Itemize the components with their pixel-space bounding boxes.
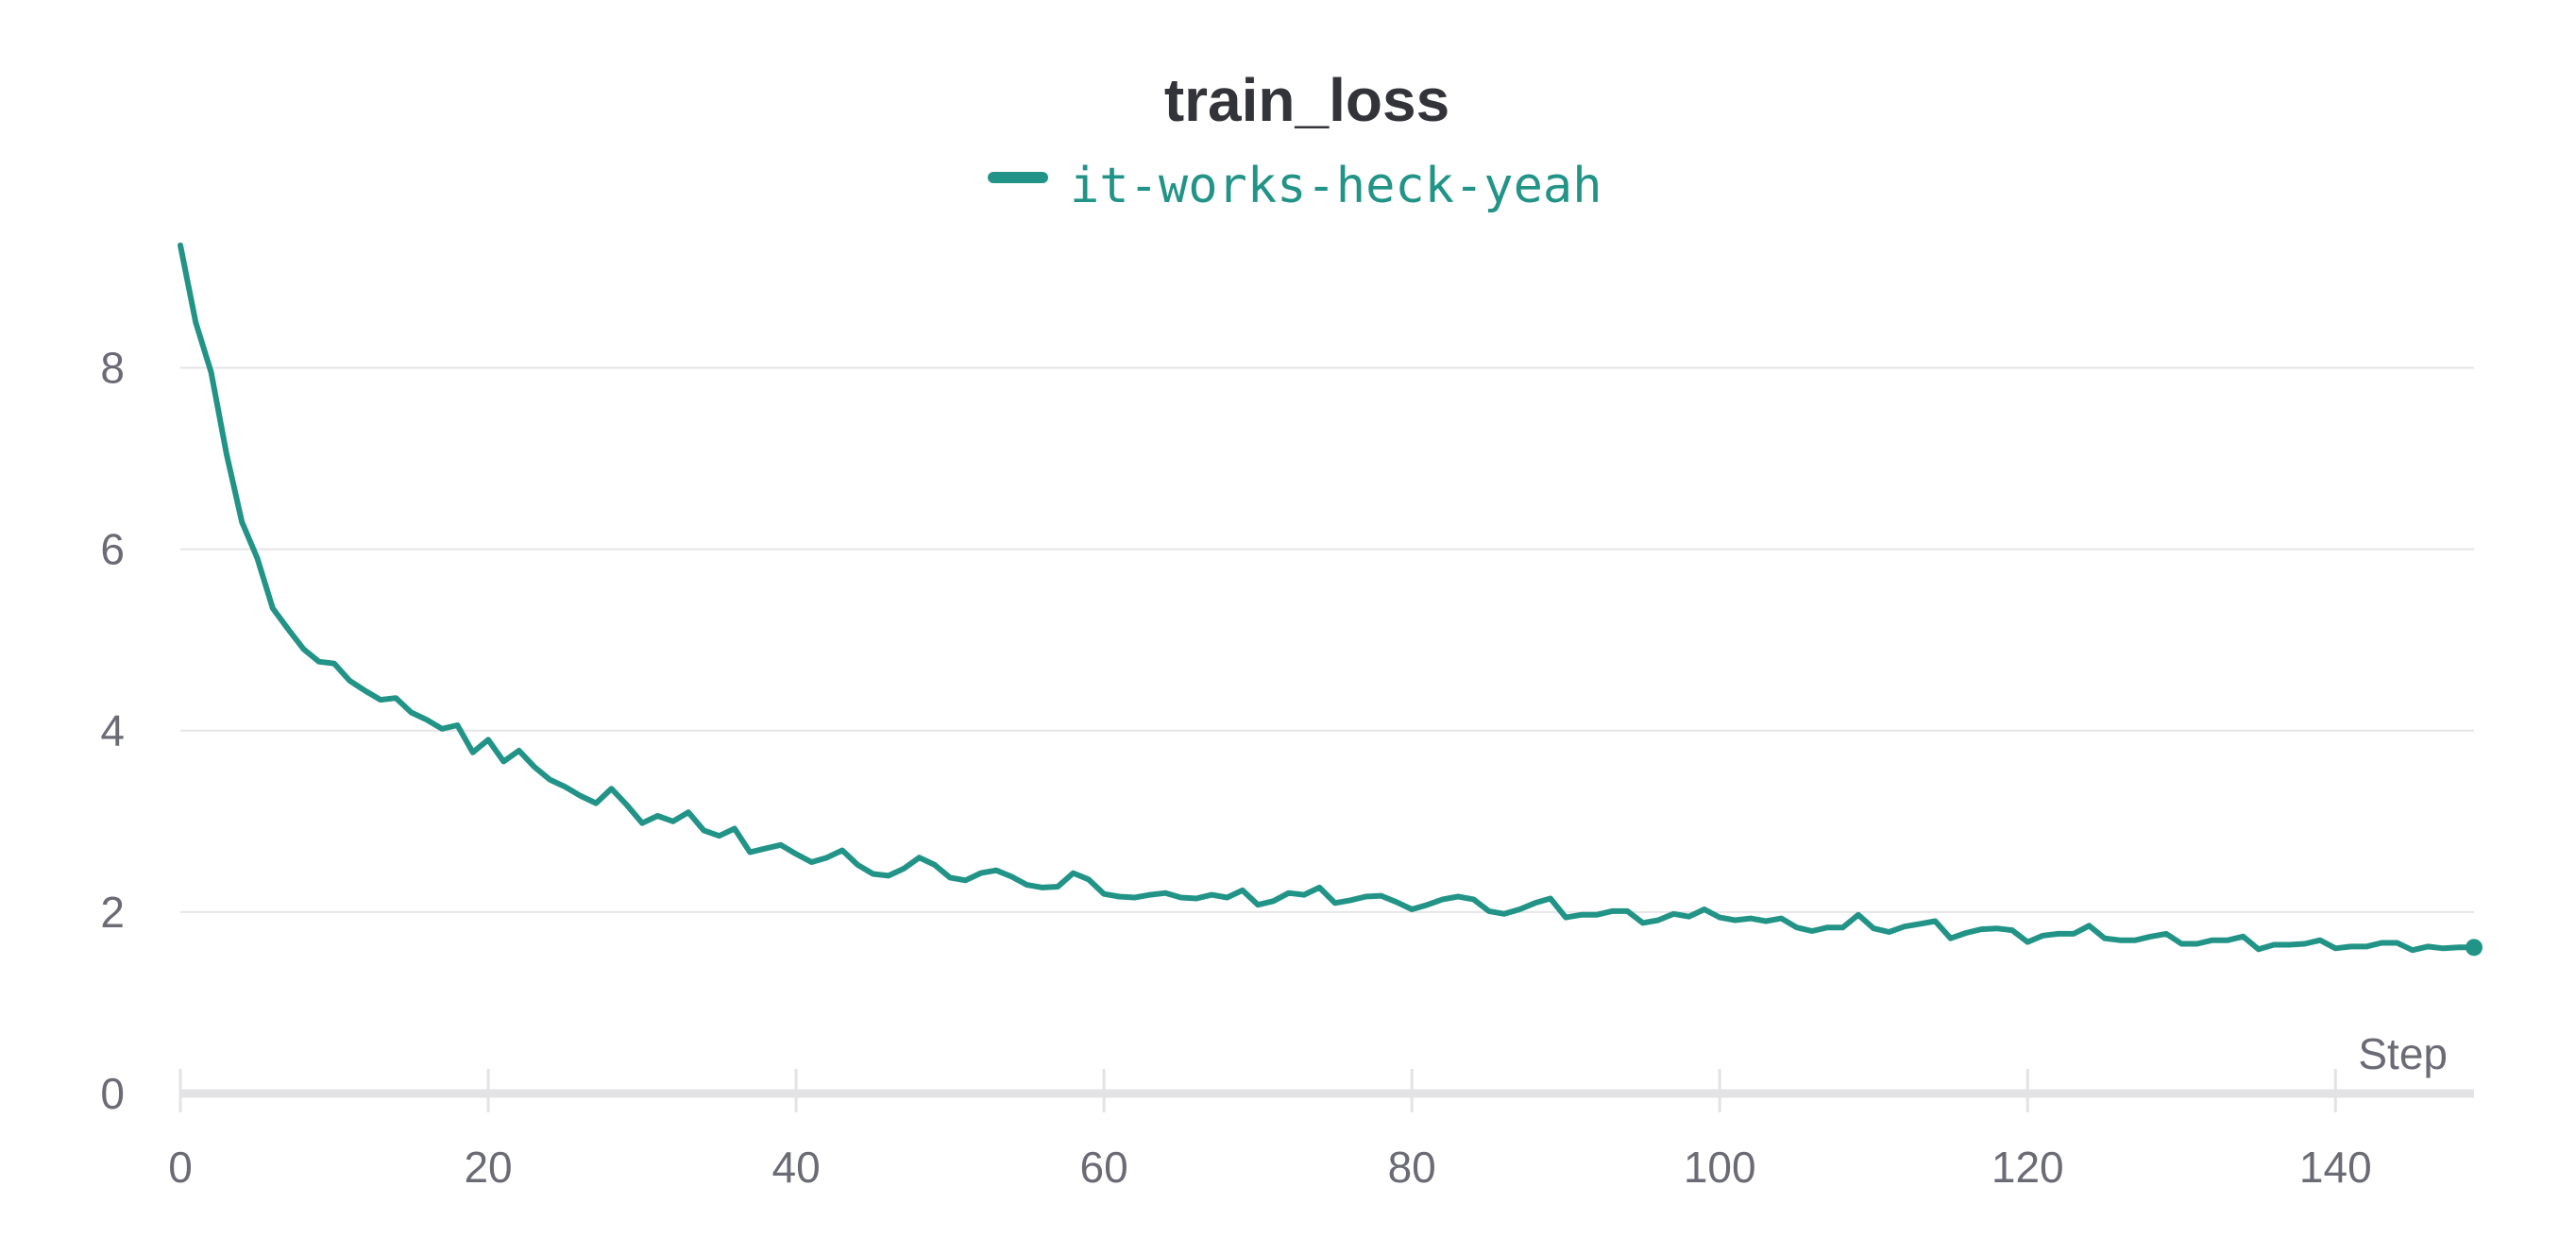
x-tick-label: 120 [1991, 1143, 2064, 1192]
chart-title: train_loss [1164, 66, 1449, 134]
x-axis: 0 20 40 60 80 100 120 140 [168, 1069, 2474, 1192]
grid [180, 366, 2474, 913]
x-tick-label: 20 [464, 1143, 512, 1192]
x-tick-label: 140 [2299, 1143, 2372, 1192]
legend-label: it-works-heck-yeah [1070, 158, 1602, 214]
y-tick-label: 4 [100, 706, 125, 755]
series-end-point[interactable] [2466, 939, 2483, 957]
y-tick-label: 6 [100, 525, 125, 574]
x-tick-label: 0 [168, 1143, 193, 1192]
y-axis: 0 2 4 6 8 [100, 343, 125, 1118]
y-tick-label: 2 [100, 888, 125, 937]
x-axis-label: Step [2358, 1029, 2448, 1078]
x-tick-label: 80 [1388, 1143, 1436, 1192]
y-tick-label: 0 [100, 1069, 125, 1118]
x-tick-label: 60 [1080, 1143, 1128, 1192]
x-tick-label: 40 [771, 1143, 820, 1192]
series-line[interactable] [178, 242, 2477, 954]
legend[interactable]: it-works-heck-yeah [988, 158, 1602, 214]
x-tick-label: 100 [1684, 1143, 1756, 1192]
y-tick-label: 8 [100, 343, 125, 392]
series[interactable] [178, 242, 2483, 957]
